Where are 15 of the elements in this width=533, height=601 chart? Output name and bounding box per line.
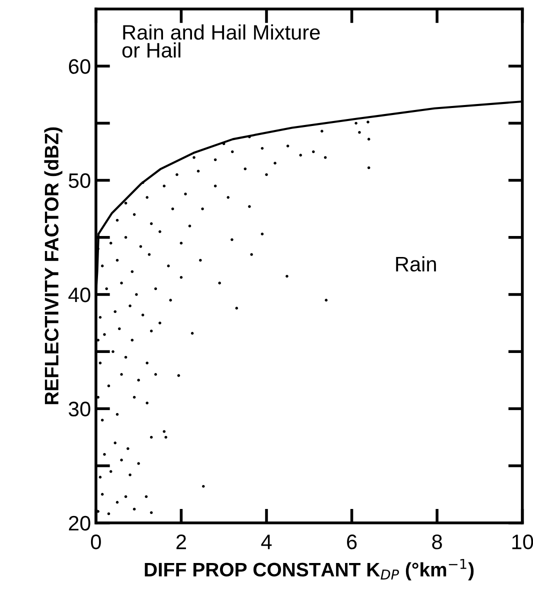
y-tick-label: 40 — [68, 287, 90, 302]
y-tick-label: 60 — [68, 59, 90, 74]
y-tick-label: 50 — [68, 173, 90, 188]
y-tick-label: 20 — [68, 516, 90, 531]
annotation: Rain — [396, 256, 436, 272]
x-tick-label: 2 — [176, 534, 186, 550]
x-axis-title: DIFF PROP CONSTANT K$_{DP}$ (°km$^{−1}$) — [144, 558, 474, 580]
x-tick-label: 6 — [347, 534, 357, 550]
x-tick-label: 8 — [432, 534, 442, 550]
x-tick-label: 0 — [90, 534, 101, 550]
y-axis-title: REFLECTIVITY FACTOR (dBZ) — [44, 127, 62, 404]
x-tick-label: 10 — [512, 534, 533, 550]
y-tick-label: 30 — [68, 402, 90, 416]
annotation: Rain and Hail Mixture or Hail — [122, 24, 320, 58]
x-tick-label: 4 — [261, 534, 272, 550]
